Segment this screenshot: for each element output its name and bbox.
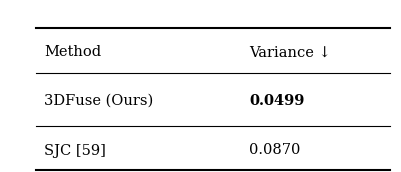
Text: Variance ↓: Variance ↓ [249,45,330,60]
Text: 3DFuse (Ours): 3DFuse (Ours) [44,94,153,108]
Text: SJC [59]: SJC [59] [44,143,106,158]
Text: Method: Method [44,45,101,60]
Text: 0.0499: 0.0499 [249,94,304,108]
Text: 0.0870: 0.0870 [249,143,300,158]
